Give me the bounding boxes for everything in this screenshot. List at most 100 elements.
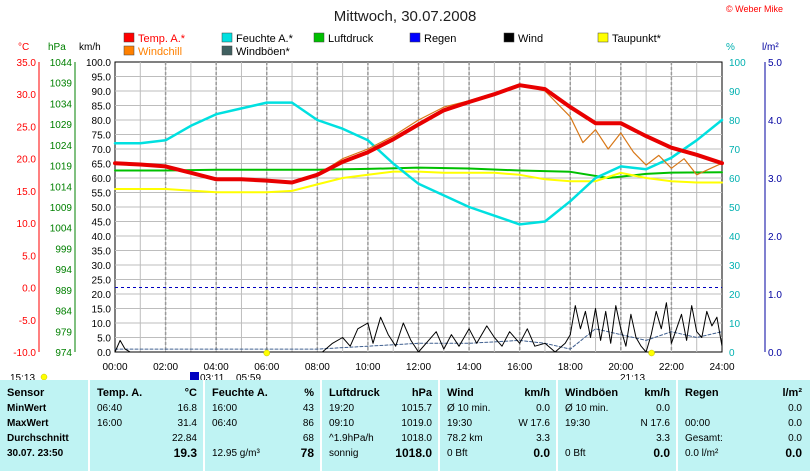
pressure-tick: 1014	[50, 182, 73, 193]
weather-chart: Mittwoch, 30.07.2008 © Weber Mike Temp. …	[10, 4, 783, 380]
stats-cell-value: 3.3	[536, 433, 550, 444]
x-tick-label: 12:00	[406, 362, 431, 373]
pressure-tick: 1024	[50, 141, 73, 152]
temp-tick: 10.0	[17, 219, 37, 230]
wind-tick: 15.0	[92, 305, 112, 316]
stats-row: 30.07. 23:50	[0, 446, 88, 461]
chart-legend: Temp. A.* Feuchte A.* Luftdruck Regen Wind Ta…	[123, 32, 662, 58]
stats-cell-value: 0.0	[536, 403, 550, 414]
stats-header-unit: °C	[184, 387, 197, 399]
legend-swatch	[409, 32, 421, 43]
stats-row: 00:00 0.0	[678, 416, 808, 431]
wind-tick: 10.0	[92, 319, 112, 330]
stats-group: Regen l/m² 0.0 00:00 0.0 Gesamt: 0.0 0.0 l/m² 0.…	[678, 380, 808, 471]
pressure-tick: 999	[55, 244, 72, 255]
stats-cell-label: 09:10	[329, 418, 355, 429]
humidity-tick: 30	[729, 261, 741, 272]
stats-row-label: Durchschnitt	[7, 433, 69, 444]
series-line-wind	[114, 302, 723, 353]
stats-cell-label: 00:00	[685, 418, 711, 429]
stats-header-label: Sensor	[7, 387, 45, 399]
stats-header-unit: km/h	[644, 387, 670, 399]
wind-tick: 90.0	[92, 87, 112, 98]
stats-row-label: MinWert	[7, 403, 47, 414]
legend-swatch	[503, 32, 515, 43]
rain-tick: 2.0	[768, 232, 782, 243]
stats-separator	[320, 380, 322, 471]
legend-swatch	[221, 45, 233, 56]
wind-tick: 20.0	[92, 290, 112, 301]
wind-unit: km/h	[79, 42, 101, 53]
temp-unit: °C	[18, 42, 29, 53]
stats-cell-label: 19:30	[565, 418, 591, 429]
stats-cell-value: 1019.0	[401, 418, 432, 429]
stats-row: MaxWert	[0, 416, 88, 431]
legend-label: Taupunkt*	[612, 33, 662, 45]
x-tick-label: 04:00	[204, 362, 229, 373]
copyright-text: © Weber Mike	[726, 4, 783, 14]
stats-cell-label: 12.95 g/m³	[212, 448, 260, 459]
sun-times: 15:13 03:11 05:59 21:13	[10, 349, 655, 380]
stats-header-label: Luftdruck	[329, 387, 380, 399]
stats-cell-value: 86	[302, 418, 314, 429]
stats-cell-value: 0.0	[653, 446, 670, 460]
stats-cell-value: 1018.0	[395, 446, 432, 460]
stats-header-row: Wind km/h	[440, 386, 556, 401]
stats-cell-label: 19:20	[329, 403, 355, 414]
x-tick-label: 24:00	[709, 362, 734, 373]
stats-cell-value: 0.0	[533, 446, 550, 460]
stats-cell-label: Gesamt:	[685, 433, 723, 444]
stats-cell-label: Ø 10 min.	[447, 403, 491, 414]
stats-separator	[203, 380, 205, 471]
humidity-tick: 50	[729, 203, 741, 214]
x-tick-label: 02:00	[153, 362, 178, 373]
stats-cell-value: 68	[302, 433, 314, 444]
stats-cell-value: 22.84	[171, 433, 197, 444]
wind-tick: 25.0	[92, 276, 112, 287]
stats-group: Wind km/h Ø 10 min. 0.0 19:30 W 17.6 78.2 km 3.…	[440, 380, 556, 471]
temp-tick: 35.0	[17, 58, 37, 69]
stats-row: 19:20 1015.7	[322, 401, 438, 416]
humidity-tick: 10	[729, 319, 741, 330]
stats-header-row: Regen l/m²	[678, 386, 808, 401]
temp-tick: 25.0	[17, 122, 37, 133]
legend-label: Temp. A.*	[138, 33, 186, 45]
pressure-tick: 979	[55, 327, 72, 338]
axis-labels: °C hPa km/h% l/m² 35.0 30.0 25.0 20.0 15.0 10.0 5.…	[13, 42, 782, 359]
x-tick-label: 00:00	[102, 362, 127, 373]
legend-swatch	[221, 32, 233, 43]
rain-tick: 0.0	[768, 348, 782, 359]
pressure-tick: 989	[55, 286, 72, 297]
stats-row: 19:30 W 17.6	[440, 416, 556, 431]
temp-tick: 5.0	[22, 251, 36, 262]
stats-row-label: MaxWert	[7, 418, 49, 429]
stats-header-row: Temp. A. °C	[90, 386, 203, 401]
legend-label: Windböen*	[236, 46, 291, 58]
stats-row: Gesamt: 0.0	[678, 431, 808, 446]
stats-row: 0 Bft 0.0	[440, 446, 556, 461]
humidity-tick: 100	[729, 58, 746, 69]
stats-separator	[88, 380, 90, 471]
stats-row: 0.0 l/m² 0.0	[678, 446, 808, 461]
x-tick-label: 08:00	[305, 362, 330, 373]
wind-tick: 30.0	[92, 261, 112, 272]
stats-cell-value: N 17.6	[640, 418, 670, 429]
series-line-taupunkt	[114, 170, 723, 194]
wind-tick: 35.0	[92, 247, 112, 258]
stats-row: 19:30 N 17.6	[558, 416, 676, 431]
stats-cell-value: 31.4	[177, 418, 197, 429]
stats-row: 06:40 16.8	[90, 401, 203, 416]
stats-row: ^1.9hPa/h 1018.0	[322, 431, 438, 446]
temp-tick: 15.0	[17, 187, 37, 198]
wind-tick: 80.0	[92, 116, 112, 127]
pressure-tick: 974	[55, 348, 72, 359]
legend-swatch	[123, 45, 135, 56]
stats-row: 12.95 g/m³ 78	[205, 446, 320, 461]
stats-row: 09:10 1019.0	[322, 416, 438, 431]
stats-cell-value: 43	[302, 403, 314, 414]
pressure-tick: 1004	[50, 224, 73, 235]
stats-row: 16:00 31.4	[90, 416, 203, 431]
sunrise-icon	[263, 349, 270, 357]
pressure-tick: 1044	[50, 58, 73, 69]
stats-group: Sensor MinWert MaxWert Durchschnitt 30.07. 2…	[0, 380, 88, 471]
